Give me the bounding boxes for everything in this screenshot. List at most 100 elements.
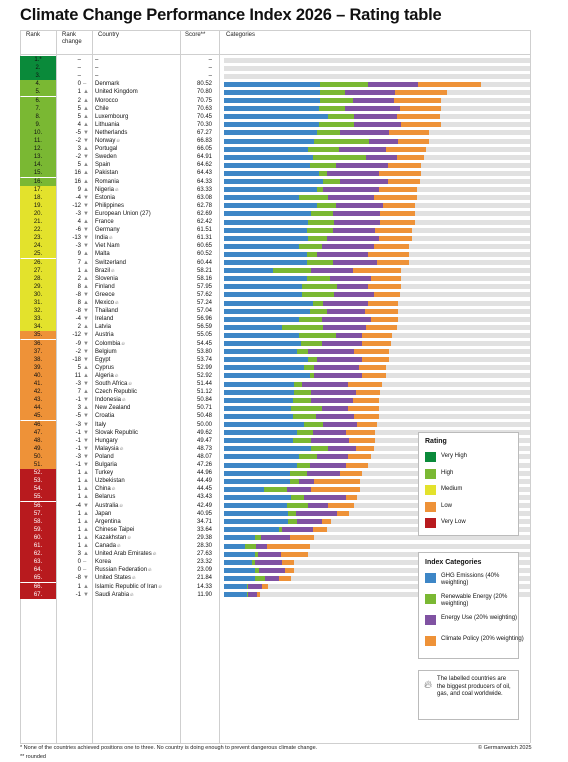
renewable-segment [263, 486, 287, 492]
score-cell: 27.63 [196, 551, 212, 558]
country-cell: Egypt [95, 356, 185, 364]
energy-segment [335, 162, 388, 168]
rank-cell: 16. [20, 177, 56, 186]
rank-change-cell: 2 ▲ [68, 323, 104, 331]
energy-segment [314, 365, 359, 371]
table-row: 66. 1 ▲ Islamic Republic of Iran🔥︎ 14.33 [20, 582, 530, 591]
ghg-segment [224, 584, 247, 589]
rank-cell: 41. [20, 380, 56, 388]
rank-cell: 4. [20, 80, 56, 89]
country-name: Germany [95, 227, 120, 234]
country-name: Australia [95, 502, 119, 509]
country-cell: – [95, 72, 185, 80]
renewable-segment [308, 219, 335, 225]
dash-icon: – [83, 81, 87, 88]
score-bar [224, 551, 530, 557]
legend-label: GHG Emissions (40% weighting) [441, 573, 500, 586]
ghg-segment [224, 179, 324, 184]
rank-change-cell: 5 ▲ [68, 161, 104, 169]
policy-segment [386, 146, 426, 152]
rank-change-value: -2 [75, 348, 81, 355]
header-rank: Rank [26, 32, 41, 38]
rank-change-value: 4 [77, 219, 81, 225]
arrow-down-icon: ▼ [83, 437, 89, 444]
policy-segment [375, 227, 413, 233]
rank-change-value: 1 [77, 526, 81, 533]
score-cell: 70.45 [196, 113, 212, 120]
arrow-up-icon: ▲ [83, 526, 89, 533]
country-name: Belgium [95, 348, 117, 355]
rank-change-value: 3 [77, 405, 81, 412]
arrow-up-icon: ▲ [83, 510, 89, 517]
country-name: France [95, 219, 114, 225]
rank-cell: 67. [20, 590, 56, 599]
renewable-segment [292, 397, 312, 403]
policy-segment [285, 567, 295, 573]
table-row: 7. 5 ▲ Chile 70.63 [20, 104, 530, 113]
rank-change-cell: 5 ▲ [68, 364, 104, 372]
renewable-segment [314, 138, 370, 144]
renewable-segment [279, 527, 283, 533]
renewable-segment [318, 122, 355, 128]
table-row: 55. 1 ▲ Belarus 43.43 [20, 493, 530, 502]
table-row: 45. -5 ▼ Croatia 50.48 [20, 412, 530, 421]
country-name: Russian Federation [95, 567, 148, 574]
renewable-segment [309, 308, 327, 314]
rank-change-cell: – [68, 72, 104, 80]
score-cell: 53.74 [196, 356, 212, 363]
rank-change-cell: -1 ▼ [68, 396, 104, 404]
country-cell: Austria [95, 331, 185, 339]
score-bar [224, 332, 530, 338]
arrow-down-icon: ▼ [83, 575, 89, 582]
country-name: Estonia [95, 194, 116, 201]
country-name: Malta [95, 251, 110, 258]
score-cell: 63.33 [196, 186, 212, 193]
arrow-down-icon: ▼ [83, 356, 89, 363]
table-row: 18. -4 ▼ Estonia 63.08 [20, 193, 530, 202]
rank-change-value: 1 [77, 494, 81, 501]
country-cell: Philippines [95, 202, 185, 210]
policy-segment [321, 519, 332, 525]
rank-cell: 27. [20, 266, 56, 275]
arrow-down-icon: ▼ [83, 138, 89, 144]
renewable-segment [318, 106, 345, 112]
rank-change-value: 1 [77, 543, 81, 549]
rank-change-cell: -4 ▼ [68, 315, 104, 323]
rank-cell: 5. [20, 88, 56, 97]
energy-segment [256, 543, 267, 549]
policy-segment [361, 341, 391, 346]
rank-change-value: -12 [72, 332, 81, 339]
rank-change-cell: 8 ▲ [68, 283, 104, 291]
rank-cell: 40. [20, 371, 56, 380]
score-cell: 64.62 [196, 162, 212, 169]
renewable-segment [297, 349, 309, 355]
score-bar [224, 130, 530, 136]
country-name: Algeria [95, 372, 114, 379]
score-cell: 23.32 [196, 559, 212, 566]
country-cell: Saudi Arabia🔥︎ [95, 591, 185, 599]
country-name: Turkey [95, 470, 114, 477]
renewable-segment [246, 592, 248, 598]
table-row: 29. 8 ▲ Finland 57.95 [20, 282, 530, 291]
energy-segment [332, 227, 376, 233]
index-legend: Index Categories GHG Emissions (40% weig… [418, 552, 524, 659]
arrow-up-icon: ▲ [83, 486, 89, 493]
country-cell: Islamic Republic of Iran🔥︎ [95, 583, 185, 591]
arrow-up-icon: ▲ [83, 389, 89, 396]
country-cell: Belarus [95, 493, 185, 501]
score-bar [224, 227, 530, 233]
rank-change-cell: 9 ▲ [68, 250, 104, 258]
table-row: 49. -1 ▼ Malaysia🔥︎ 48.73 [20, 444, 530, 453]
score-cell: 58.16 [196, 275, 212, 282]
renewable-segment [289, 470, 307, 476]
score-bar [224, 405, 530, 411]
country-name: Czech Republic [95, 389, 138, 396]
energy-segment [308, 503, 329, 508]
rank-cell: 48. [20, 436, 56, 445]
ghg-segment [224, 357, 309, 363]
ghg-segment [224, 341, 301, 346]
rank-change-value: 1 [77, 583, 81, 590]
flame-icon: 🔥︎ [115, 300, 119, 306]
rank-cell: 1.* [20, 56, 56, 64]
ghg-segment [224, 138, 315, 144]
